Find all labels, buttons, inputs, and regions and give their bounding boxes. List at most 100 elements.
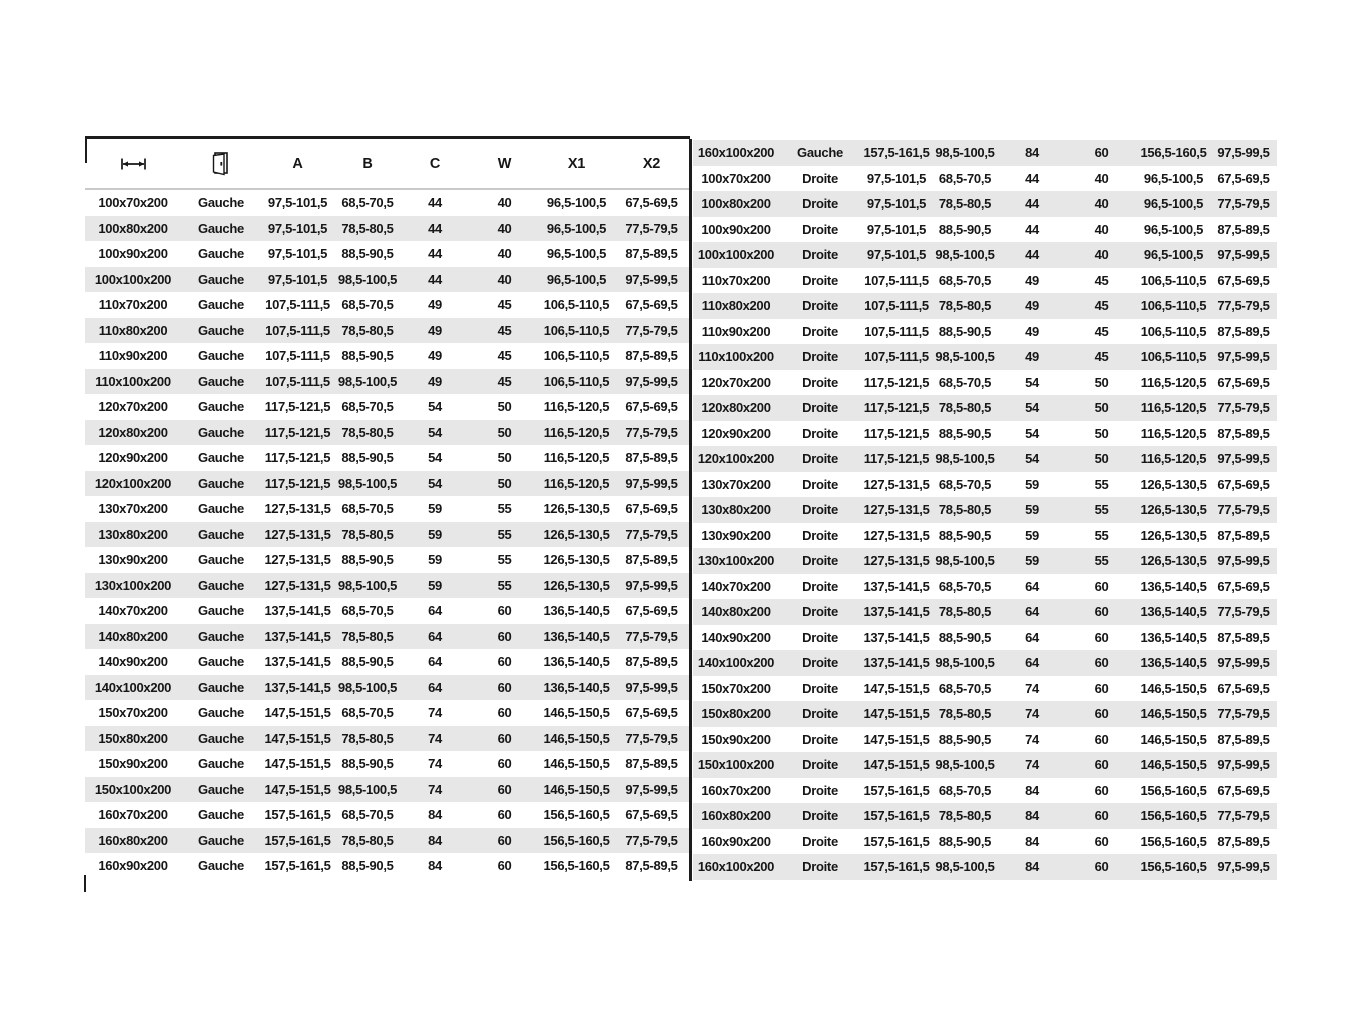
cell-c: 59: [1025, 502, 1039, 518]
cell-x1: 116,5-120,5: [543, 450, 610, 466]
cell-side: Gauche: [198, 603, 244, 619]
cell-b: 98,5-100,5: [935, 145, 995, 161]
cell-side: Gauche: [198, 271, 244, 287]
cell-size: 150x100x200: [94, 781, 172, 797]
cell-c: 84: [428, 858, 442, 874]
cell-x1: 96,5-100,5: [1143, 170, 1204, 186]
table-row: 160x100x200 Gauche 157,5-161,5 98,5-100,…: [693, 140, 1277, 166]
cell-b: 78,5-80,5: [341, 526, 394, 542]
cell-b: 78,5-80,5: [938, 400, 992, 416]
cell-c: 74: [428, 781, 442, 797]
cell-x1: 156,5-160,5: [1140, 782, 1207, 798]
cell-a: 97,5-101,5: [866, 196, 927, 212]
cell-a: 157,5-161,5: [863, 782, 930, 798]
cell-w: 55: [1094, 502, 1109, 518]
cell-x2: 67,5-69,5: [1217, 374, 1270, 390]
cell-c: 64: [428, 603, 442, 619]
cell-b: 78,5-80,5: [938, 196, 992, 212]
cell-w: 60: [1094, 680, 1109, 696]
cell-c: 64: [1025, 604, 1039, 620]
cell-x2: 97,5-99,5: [1217, 145, 1270, 161]
cell-side: Droite: [802, 272, 838, 288]
cell-side: Droite: [802, 323, 838, 339]
cell-x1: 146,5-150,5: [1140, 731, 1207, 747]
cell-size: 120x100x200: [94, 475, 172, 491]
cell-w: 40: [1094, 196, 1109, 212]
cell-a: 107,5-111,5: [265, 322, 330, 338]
cell-b: 88,5-90,5: [341, 756, 394, 772]
cell-a: 107,5-111,5: [265, 373, 330, 389]
cell-size: 120x90x200: [98, 450, 168, 466]
table-row: 140x80x200 Gauche 137,5-141,5 78,5-80,5 …: [85, 623, 690, 649]
cell-side: Gauche: [198, 297, 244, 313]
cell-x2: 67,5-69,5: [625, 195, 678, 211]
cell-size: 130x80x200: [98, 526, 168, 542]
cell-a: 147,5-151,5: [863, 757, 930, 773]
cell-c: 64: [428, 679, 442, 695]
cell-size: 110x70x200: [98, 297, 168, 313]
cell-side: Droite: [802, 833, 838, 849]
cell-a: 117,5-121,5: [863, 425, 930, 441]
cell-c: 44: [428, 220, 442, 236]
cell-c: 59: [428, 552, 442, 568]
cell-x2: 87,5-89,5: [625, 858, 678, 874]
table-row: 150x90x200 Droite 147,5-151,5 88,5-90,5 …: [693, 727, 1277, 753]
cell-x2: 87,5-89,5: [625, 552, 678, 568]
cell-size: 140x100x200: [697, 655, 775, 671]
table-row: 100x100x200 Droite 97,5-101,5 98,5-100,5…: [693, 242, 1277, 268]
cell-side: Droite: [802, 731, 838, 747]
cell-b: 68,5-70,5: [341, 501, 394, 517]
cell-side: Droite: [802, 527, 838, 543]
cell-c: 49: [428, 322, 442, 338]
cell-side: Droite: [802, 680, 838, 696]
cell-size: 100x100x200: [94, 271, 172, 287]
cell-size: 160x70x200: [98, 807, 168, 823]
cell-w: 60: [497, 730, 512, 746]
cell-side: Droite: [802, 374, 838, 390]
cell-c: 59: [1025, 553, 1039, 569]
cell-size: 130x100x200: [94, 577, 172, 593]
table-row: 120x80x200 Droite 117,5-121,5 78,5-80,5 …: [693, 395, 1277, 421]
cell-x2: 67,5-69,5: [1217, 476, 1270, 492]
table-row: 160x70x200 Gauche 157,5-161,5 68,5-70,5 …: [85, 802, 690, 828]
cell-w: 60: [497, 628, 512, 644]
cell-x1: 106,5-110,5: [1140, 298, 1207, 314]
cell-a: 127,5-131,5: [264, 552, 331, 568]
left-table-body: 100x70x200 Gauche 97,5-101,5 68,5-70,5 4…: [85, 190, 690, 879]
cell-b: 98,5-100,5: [935, 349, 995, 365]
cell-x2: 67,5-69,5: [1217, 170, 1270, 186]
cell-x2: 87,5-89,5: [1217, 221, 1270, 237]
cell-b: 98,5-100,5: [935, 553, 995, 569]
cell-c: 54: [1025, 425, 1039, 441]
cell-w: 60: [497, 603, 512, 619]
cell-b: 88,5-90,5: [341, 348, 394, 364]
cell-x2: 77,5-79,5: [1217, 706, 1270, 722]
cell-x1: 146,5-150,5: [1140, 680, 1207, 696]
table-row: 160x80x200 Droite 157,5-161,5 78,5-80,5 …: [693, 803, 1277, 829]
cell-a: 147,5-151,5: [264, 756, 331, 772]
cell-x2: 87,5-89,5: [1217, 527, 1270, 543]
cell-x1: 96,5-100,5: [1143, 196, 1204, 212]
cell-b: 88,5-90,5: [341, 246, 394, 262]
cell-c: 64: [428, 628, 442, 644]
cell-w: 50: [1094, 451, 1109, 467]
cell-size: 100x100x200: [697, 247, 775, 263]
cell-w: 60: [1094, 859, 1109, 875]
cell-side: Droite: [802, 170, 838, 186]
cell-a: 97,5-101,5: [866, 247, 927, 263]
cell-c: 49: [1025, 323, 1039, 339]
cell-b: 78,5-80,5: [938, 808, 992, 824]
cell-w: 40: [1094, 221, 1109, 237]
cell-c: 44: [428, 246, 442, 262]
cell-x2: 77,5-79,5: [625, 322, 678, 338]
cell-c: 74: [428, 730, 442, 746]
cell-w: 55: [497, 552, 512, 568]
cell-x1: 116,5-120,5: [1140, 451, 1207, 467]
cell-a: 97,5-101,5: [866, 170, 927, 186]
cell-a: 107,5-111,5: [864, 298, 929, 314]
cell-size: 160x80x200: [701, 808, 771, 824]
table-row: 150x80x200 Gauche 147,5-151,5 78,5-80,5 …: [85, 725, 690, 751]
cell-x1: 136,5-140,5: [1140, 578, 1207, 594]
cell-x1: 96,5-100,5: [546, 271, 607, 287]
cell-w: 60: [1094, 808, 1109, 824]
